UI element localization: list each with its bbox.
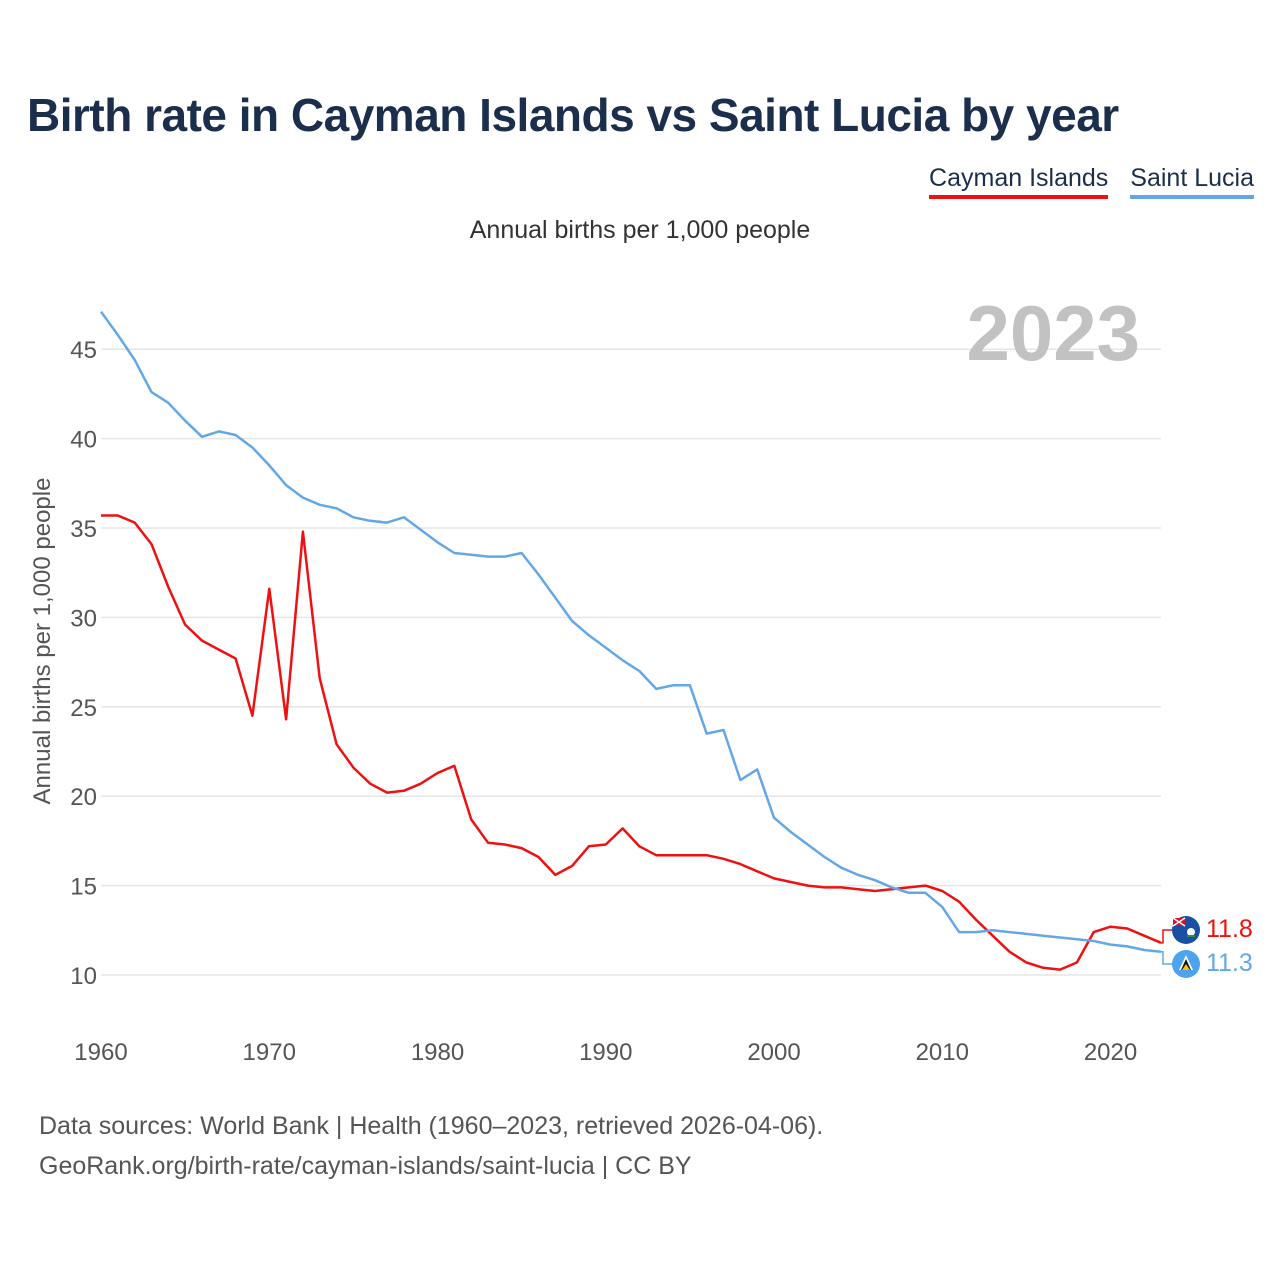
y-tick-label-45: 45	[70, 337, 97, 364]
x-tick-label-2010: 2010	[916, 1039, 969, 1066]
y-tick-label-35: 35	[70, 516, 97, 543]
source-link-text[interactable]: GeoRank.org/birth-rate/cayman-islands/sa…	[39, 1152, 692, 1180]
saint-lucia-end-value: 11.3	[1206, 949, 1253, 977]
chart-title: Birth rate in Cayman Islands vs Saint Lu…	[27, 89, 1119, 141]
y-tick-label-10: 10	[70, 963, 97, 990]
x-axis-ticks: 1960 1970 1980 1990 2000 2010 2020	[74, 1039, 1137, 1066]
x-tick-label-2000: 2000	[747, 1039, 800, 1066]
legend-item-saint-lucia[interactable]: Saint Lucia	[1130, 164, 1254, 199]
saint-lucia-flag-icon	[1172, 950, 1200, 978]
legend: Cayman Islands Saint Lucia	[929, 164, 1254, 199]
y-tick-label-40: 40	[70, 427, 97, 454]
saint-lucia-end-connector	[1161, 951, 1172, 965]
x-tick-label-1960: 1960	[74, 1039, 127, 1066]
chart-subtitle: Annual births per 1,000 people	[469, 216, 811, 244]
y-tick-label-20: 20	[70, 784, 97, 811]
x-tick-label-2020: 2020	[1084, 1039, 1137, 1066]
data-source-text: Data sources: World Bank | Health (1960–…	[39, 1112, 824, 1140]
x-tick-label-1980: 1980	[411, 1039, 464, 1066]
cayman-islands-flag-icon	[1172, 916, 1200, 944]
legend-item-cayman-islands[interactable]: Cayman Islands	[929, 164, 1109, 199]
gridlines	[101, 348, 1161, 976]
y-tick-label-30: 30	[70, 605, 97, 632]
x-tick-label-1970: 1970	[243, 1039, 296, 1066]
footer: Data sources: World Bank | Health (1960–…	[39, 1106, 823, 1186]
line-chart: 2023 10 15 20 25 30 35 40 45 1960 1970 1980 1990 20…	[29, 289, 1253, 1066]
y-tick-label-15: 15	[70, 874, 97, 901]
x-tick-label-1990: 1990	[579, 1039, 632, 1066]
y-axis-ticks: 10 15 20 25 30 35 40 45	[70, 337, 97, 990]
series-lines	[99, 310, 1172, 971]
saint-lucia-line	[99, 310, 1162, 954]
y-tick-label-25: 25	[70, 695, 97, 722]
cayman-islands-end-value: 11.8	[1206, 915, 1253, 943]
y-axis-label: Annual births per 1,000 people	[29, 478, 56, 805]
cayman-islands-end-connector	[1161, 929, 1172, 944]
series-end-markers: 11.8 11.3	[1172, 915, 1253, 978]
current-year-label: 2023	[966, 289, 1140, 377]
cayman-islands-line	[101, 514, 1162, 971]
